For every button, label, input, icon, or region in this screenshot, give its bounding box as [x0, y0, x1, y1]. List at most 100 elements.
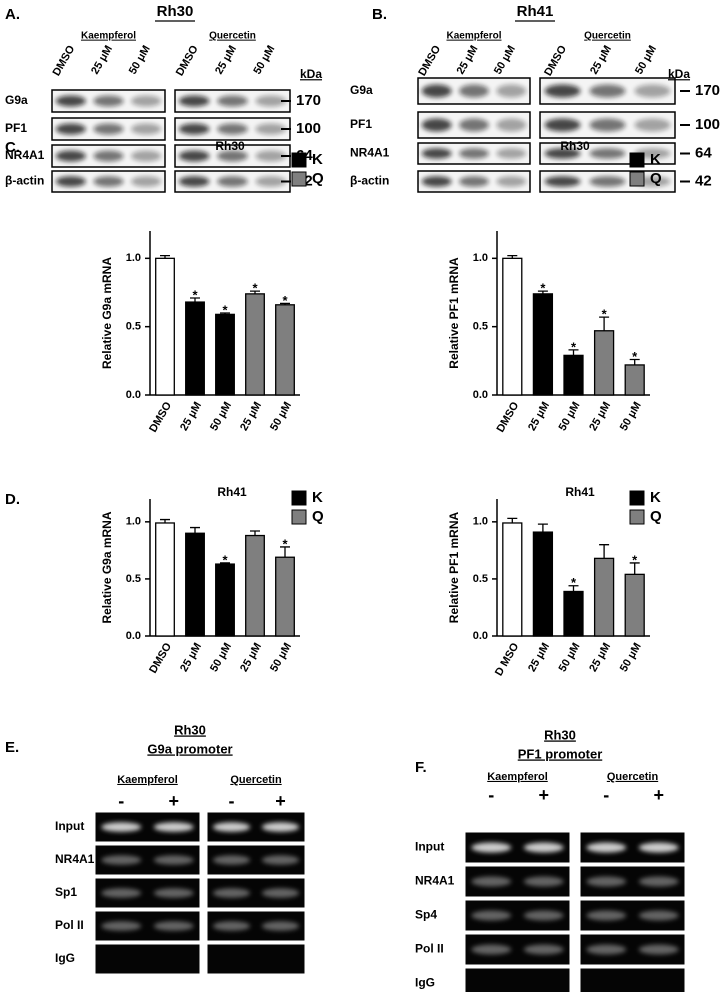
error-bar: [568, 585, 579, 592]
error-bar: [250, 530, 260, 536]
x-tick-label: 50 μM: [208, 400, 234, 433]
band: [255, 150, 287, 162]
gel-band: [586, 910, 627, 921]
bar: [215, 313, 235, 396]
lane-label: 50 μM: [633, 44, 659, 77]
y-tick-label: 1.0: [473, 252, 488, 264]
lane-label: +: [275, 791, 286, 811]
gel-band: [471, 842, 512, 853]
gel-band: [101, 822, 142, 832]
lane-label: 50 μM: [492, 44, 518, 77]
error-bar: [629, 562, 640, 575]
error-bar: [280, 546, 290, 558]
error-bar: [160, 518, 170, 523]
protein-label: G9a: [350, 83, 373, 97]
lane-label: 50 μM: [127, 44, 153, 77]
size-label: 42: [695, 172, 712, 189]
error-bar: [250, 290, 260, 294]
gel-band: [523, 944, 564, 955]
row-label: Sp1: [55, 885, 77, 899]
legend-swatch: [291, 509, 307, 525]
cell-line: Rh30: [544, 727, 576, 742]
band: [255, 123, 287, 135]
band: [255, 176, 287, 187]
gel-band: [212, 855, 251, 865]
y-tick-label: 0.0: [473, 630, 488, 642]
gel-band: [153, 921, 194, 931]
legend-swatch: [629, 171, 645, 187]
gel-band: [471, 910, 512, 921]
bar: [593, 330, 615, 396]
legend-label: Q: [650, 170, 662, 187]
protein-label: G9a: [5, 93, 28, 107]
bar: [624, 364, 645, 396]
significance-mark: *: [192, 287, 198, 302]
row-label: NR4A1: [55, 852, 95, 866]
y-tick-label: 0.0: [473, 389, 488, 401]
bar: [245, 534, 265, 637]
error-bar: [190, 526, 200, 534]
y-axis-label: Relative PF1 mRNA: [447, 257, 461, 369]
gel-frame: [464, 967, 571, 992]
size-label: 170: [296, 92, 321, 109]
group-label: Kaempferol: [117, 774, 178, 786]
band: [421, 176, 452, 187]
y-tick-label: 0.0: [126, 389, 141, 401]
gel-band: [586, 842, 627, 853]
y-tick-label: 1.0: [126, 252, 141, 264]
bar: [563, 354, 584, 396]
legend-label: K: [650, 151, 661, 168]
x-tick-label: 25 μM: [587, 641, 613, 674]
band: [93, 176, 124, 187]
panel-label: C.: [5, 139, 20, 156]
gel-band: [212, 822, 251, 832]
bar: [155, 522, 175, 637]
band: [634, 84, 671, 98]
gel-band: [212, 921, 251, 931]
error-bar: [599, 544, 610, 559]
band: [131, 123, 162, 135]
gel-band: [153, 888, 194, 898]
bar: [215, 563, 235, 637]
protein-label: NR4A1: [5, 148, 45, 162]
gel-band: [638, 910, 679, 921]
x-tick-label: 25 μM: [238, 400, 264, 433]
significance-mark: *: [632, 349, 638, 364]
bar: [275, 556, 295, 637]
panel-label: F.: [415, 759, 427, 776]
size-label: 64: [695, 144, 712, 161]
significance-mark: *: [222, 302, 228, 317]
bar: [155, 257, 175, 396]
row-label: IgG: [415, 976, 435, 990]
band: [217, 123, 248, 135]
band: [178, 176, 210, 187]
bar: [563, 590, 584, 637]
gel-band: [586, 876, 627, 887]
band: [496, 148, 527, 159]
lane-label: +: [653, 785, 664, 805]
band: [178, 123, 210, 135]
band: [634, 118, 671, 132]
cell-line: Rh41: [517, 3, 554, 20]
unit-label: kDa: [668, 67, 690, 81]
band: [459, 118, 489, 132]
x-tick-label: 25 μM: [238, 641, 264, 674]
lane-label: 25 μM: [213, 44, 239, 77]
band: [544, 84, 581, 98]
y-tick-label: 0.5: [126, 321, 141, 333]
error-bar: [190, 297, 200, 303]
lane-label: 25 μM: [89, 44, 115, 77]
chart-title: Rh41: [217, 485, 247, 499]
gel-band: [586, 944, 627, 955]
protein-label: β-actin: [350, 174, 389, 188]
y-tick-label: 1.0: [473, 516, 488, 528]
legend-label: K: [650, 489, 661, 506]
band: [589, 84, 626, 98]
band: [496, 176, 527, 187]
row-label: Pol II: [415, 942, 444, 956]
row-label: Sp4: [415, 908, 437, 922]
gel-band: [153, 822, 194, 832]
x-tick-label: 50 μM: [557, 400, 583, 433]
gel-band: [523, 910, 564, 921]
significance-mark: *: [252, 281, 258, 296]
